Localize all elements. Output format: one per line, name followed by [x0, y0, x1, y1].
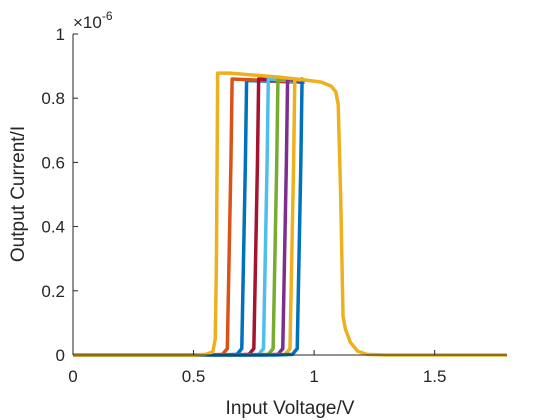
y-tick-label: 0.4 — [41, 218, 65, 237]
y-exponent-label: ×10-6 — [73, 9, 113, 32]
series-line-8 — [73, 77, 306, 357]
y-tick-label: 0.2 — [41, 282, 65, 301]
series-line-1 — [73, 78, 305, 357]
y-tick-label: 0.8 — [41, 89, 65, 108]
x-axis-label: Input Voltage/V — [226, 398, 355, 419]
series-line-3 — [73, 77, 305, 357]
y-axis-label: Output Current/I — [8, 126, 29, 262]
y-tick-label: 1 — [56, 25, 65, 44]
series-line-4 — [73, 77, 305, 357]
series-line-7 — [73, 77, 306, 357]
y-exponent-power: -6 — [102, 9, 113, 23]
series-lines — [73, 71, 507, 357]
y-tick-label: 0 — [56, 346, 65, 365]
series-line-6 — [73, 77, 305, 357]
x-tick-label: 1.5 — [423, 367, 447, 386]
y-tick-label: 0.6 — [41, 153, 65, 172]
ticks: 0 0.5 1 1.5 0 0.2 0.4 0.6 0.8 1 — [41, 25, 446, 386]
x-tick-label: 0.5 — [182, 367, 206, 386]
series-line-2 — [73, 77, 305, 357]
x-tick-label: 0 — [68, 367, 77, 386]
series-line-5 — [73, 77, 305, 357]
y-exponent-prefix: ×10 — [73, 13, 102, 32]
x-tick-label: 1 — [309, 367, 318, 386]
series-line-9 — [73, 71, 507, 357]
